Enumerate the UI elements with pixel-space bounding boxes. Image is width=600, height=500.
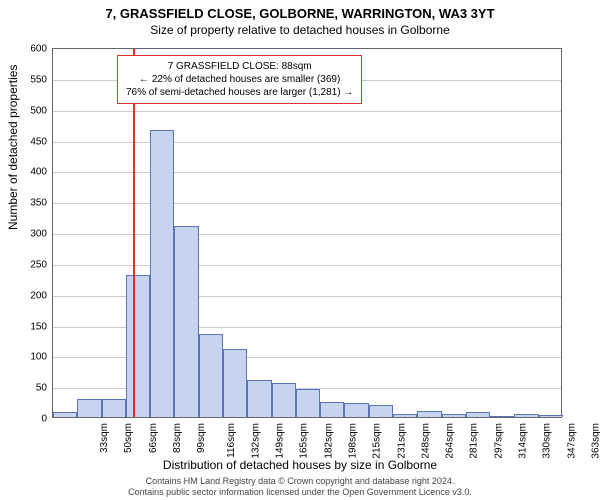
histogram-bar <box>296 389 320 417</box>
annotation-line: 76% of semi-detached houses are larger (… <box>126 86 353 99</box>
gridline <box>53 142 561 143</box>
histogram-bar <box>393 414 417 417</box>
histogram-bar <box>344 403 368 417</box>
histogram-bar <box>490 416 514 417</box>
histogram-bar <box>539 415 563 417</box>
x-tick-label: 165sqm <box>299 423 310 459</box>
histogram-bar <box>126 275 150 417</box>
histogram-bar <box>174 226 198 417</box>
histogram-bar <box>199 334 223 417</box>
x-tick-label: 363sqm <box>590 423 600 459</box>
x-tick-label: 83sqm <box>172 423 183 453</box>
x-tick-label: 264sqm <box>445 423 456 459</box>
histogram-bar <box>369 405 393 417</box>
x-tick-label: 347sqm <box>566 423 577 459</box>
x-tick-label: 281sqm <box>469 423 480 459</box>
x-tick-label: 198sqm <box>348 423 359 459</box>
reference-line <box>133 49 135 417</box>
y-tick-label: 500 <box>17 105 47 116</box>
x-tick-label: 182sqm <box>323 423 334 459</box>
chart-title: 7, GRASSFIELD CLOSE, GOLBORNE, WARRINGTO… <box>0 6 600 21</box>
histogram-bar <box>417 411 441 417</box>
y-tick-label: 600 <box>17 44 47 55</box>
histogram-bar <box>442 414 466 417</box>
gridline <box>53 111 561 112</box>
histogram-bar <box>247 380 271 417</box>
y-tick-label: 350 <box>17 198 47 209</box>
histogram-bar <box>77 399 101 418</box>
histogram-bar <box>223 349 247 417</box>
x-tick-label: 248sqm <box>420 423 431 459</box>
histogram-bar <box>53 412 77 417</box>
footer-line-1: Contains HM Land Registry data © Crown c… <box>0 476 600 487</box>
chart-subtitle: Size of property relative to detached ho… <box>0 23 600 37</box>
x-tick-label: 116sqm <box>225 423 236 458</box>
x-tick-label: 33sqm <box>99 423 110 453</box>
histogram-bar <box>150 130 174 417</box>
footer-line-2: Contains public sector information licen… <box>0 487 600 498</box>
histogram-bar <box>320 402 344 417</box>
histogram-bar <box>514 414 538 417</box>
annotation-box: 7 GRASSFIELD CLOSE: 88sqm← 22% of detach… <box>117 55 362 104</box>
gridline <box>53 203 561 204</box>
x-tick-label: 149sqm <box>275 423 286 459</box>
chart-area: 05010015020025030035040045050055060033sq… <box>52 48 562 418</box>
x-axis-label: Distribution of detached houses by size … <box>0 458 600 472</box>
y-tick-label: 50 <box>17 383 47 394</box>
y-tick-label: 0 <box>17 414 47 425</box>
x-tick-label: 99sqm <box>196 423 207 453</box>
x-tick-label: 297sqm <box>493 423 504 459</box>
y-tick-label: 300 <box>17 229 47 240</box>
x-tick-label: 314sqm <box>518 423 529 459</box>
histogram-bar <box>272 383 296 417</box>
y-tick-label: 400 <box>17 167 47 178</box>
y-tick-label: 150 <box>17 321 47 332</box>
x-tick-label: 330sqm <box>542 423 553 459</box>
y-tick-label: 200 <box>17 290 47 301</box>
y-tick-label: 550 <box>17 74 47 85</box>
x-tick-label: 215sqm <box>372 423 383 459</box>
histogram-bar <box>102 399 126 418</box>
annotation-line: 7 GRASSFIELD CLOSE: 88sqm <box>126 60 353 73</box>
y-tick-label: 100 <box>17 352 47 363</box>
x-tick-label: 66sqm <box>148 423 159 453</box>
y-tick-label: 250 <box>17 259 47 270</box>
y-tick-label: 450 <box>17 136 47 147</box>
gridline <box>53 172 561 173</box>
gridline <box>53 234 561 235</box>
annotation-line: ← 22% of detached houses are smaller (36… <box>126 73 353 86</box>
histogram-bar <box>466 412 490 417</box>
x-tick-label: 50sqm <box>123 423 134 453</box>
gridline <box>53 265 561 266</box>
plot-area: 05010015020025030035040045050055060033sq… <box>52 48 562 418</box>
footer-attribution: Contains HM Land Registry data © Crown c… <box>0 476 600 498</box>
x-tick-label: 231sqm <box>396 423 407 459</box>
x-tick-label: 132sqm <box>250 423 261 459</box>
